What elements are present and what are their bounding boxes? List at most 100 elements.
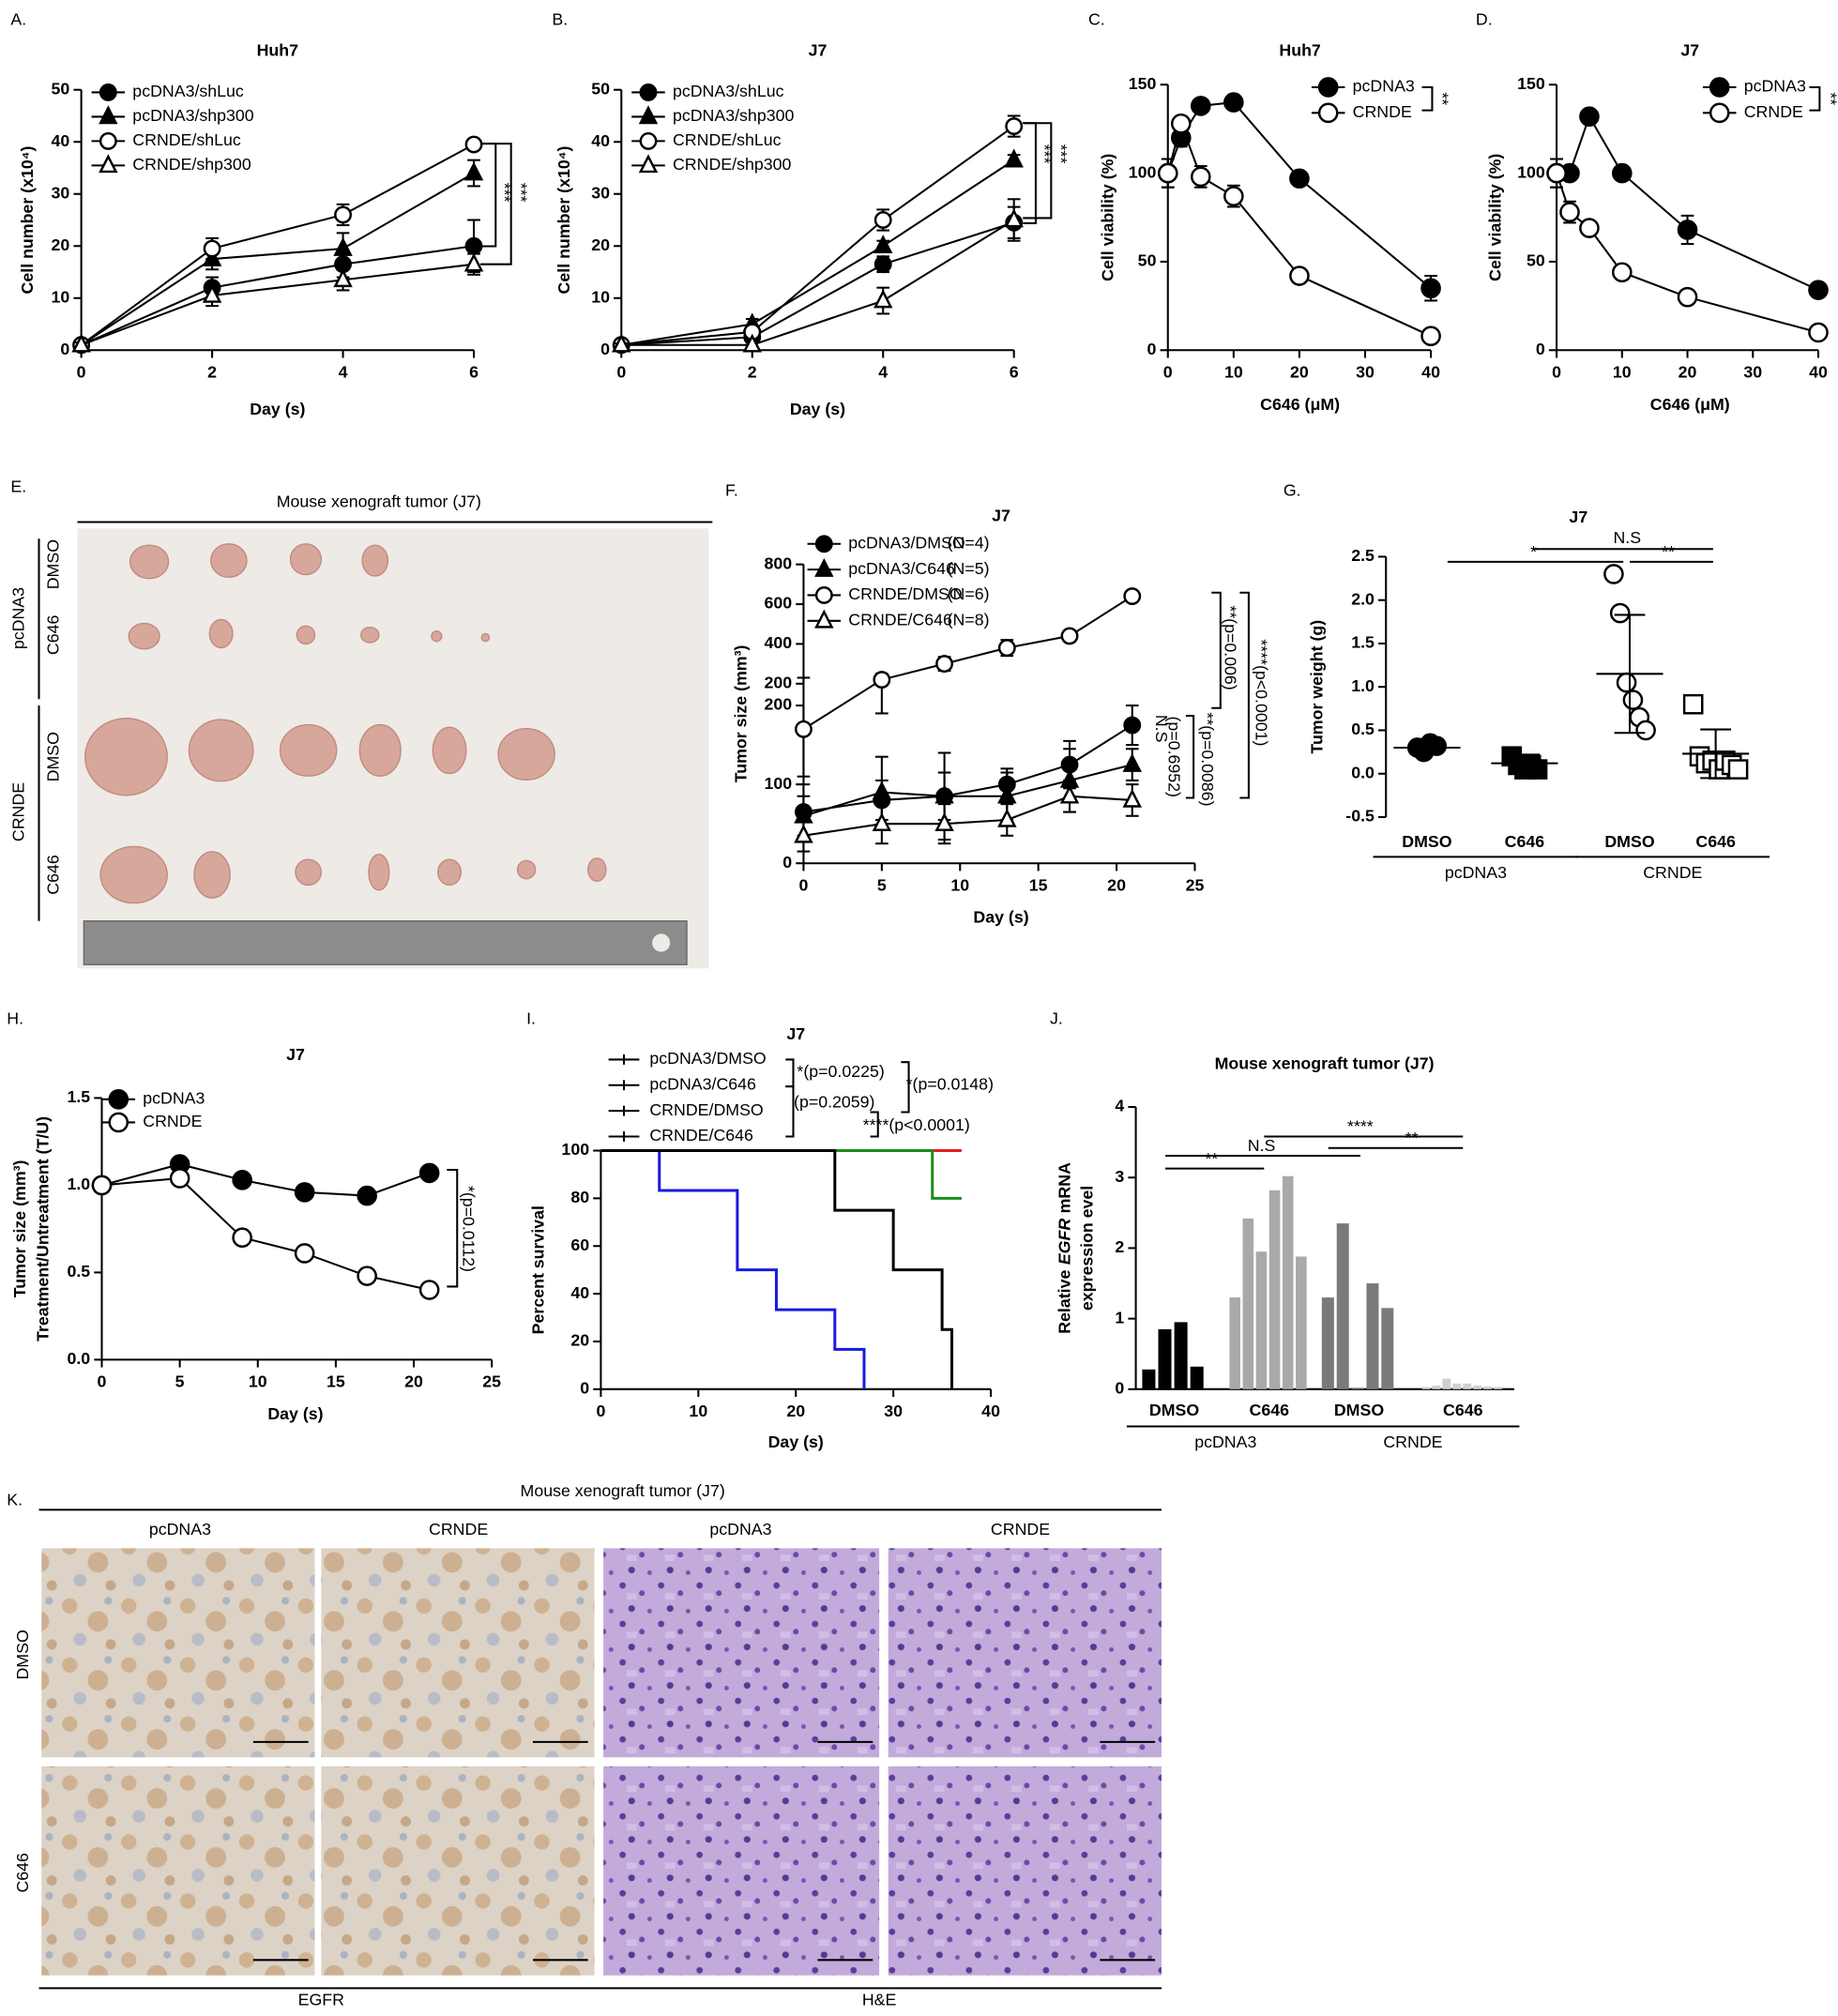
category-label: DMSO — [1604, 832, 1654, 851]
legend-marker — [1317, 102, 1339, 124]
y-tick-label: 0.0 — [67, 1349, 90, 1368]
x-tick-label: 25 — [1186, 876, 1205, 895]
legend-label: CRNDE/shp300 — [132, 155, 251, 174]
series-line — [81, 245, 475, 346]
data-point — [1289, 168, 1310, 189]
y-axis-label: Percent survival — [528, 1205, 547, 1334]
data-point — [934, 812, 954, 831]
chart-title: J7 — [809, 40, 828, 59]
y-axis-label-part: mRNA — [1055, 1162, 1073, 1213]
category-label: DMSO — [1334, 1401, 1384, 1419]
panel-label: B. — [552, 10, 568, 29]
legend-label: CRNDE/shLuc — [673, 130, 782, 149]
annotation: ** — [1662, 542, 1675, 561]
micrograph — [603, 1766, 880, 1976]
y-tick-label: 10 — [591, 287, 610, 306]
data-point — [997, 808, 1017, 827]
y-tick-label: 1.5 — [1351, 633, 1375, 652]
data-point — [202, 283, 222, 303]
bar — [1190, 1366, 1204, 1389]
data-point — [71, 333, 91, 353]
data-point — [1677, 220, 1698, 240]
legend-label: pcDNA3/C646 — [649, 1074, 756, 1093]
y-tick-label: 1.0 — [1351, 676, 1375, 695]
data-point — [1191, 96, 1211, 116]
data-point — [612, 333, 631, 353]
y-axis-label: Cell number (x10⁴) — [18, 145, 37, 294]
data-point — [464, 236, 483, 255]
column-label: CRNDE — [429, 1520, 488, 1539]
bar — [1229, 1297, 1240, 1389]
x-tick-label: 0 — [1163, 363, 1173, 382]
series-line — [621, 219, 1015, 346]
y-tick-label: 100 — [764, 774, 792, 793]
data-point — [1420, 326, 1441, 346]
data-point — [232, 1170, 252, 1190]
panel-label: A. — [10, 10, 26, 29]
panel-label: H. — [7, 1009, 23, 1028]
column-label: pcDNA3 — [709, 1520, 771, 1539]
data-point — [1289, 265, 1310, 286]
annotation: *** — [1052, 144, 1071, 164]
legend-marker — [99, 105, 118, 125]
data-point — [1123, 587, 1142, 605]
x-tick-label: 5 — [175, 1372, 185, 1391]
legend-label: pcDNA3 — [143, 1089, 205, 1108]
y-tick-label: 30 — [591, 183, 610, 202]
bar — [1282, 1175, 1294, 1389]
significance-bracket — [901, 1061, 910, 1114]
legend-label: CRNDE/DMSO — [649, 1100, 763, 1119]
y-tick-label: 2 — [1115, 1237, 1124, 1256]
panel-label: K. — [7, 1490, 23, 1508]
data-point — [1603, 564, 1624, 584]
y-tick-label: 2.0 — [1351, 589, 1375, 608]
micrograph — [603, 1548, 880, 1758]
legend-label: pcDNA3/shLuc — [673, 82, 784, 100]
x-tick-label: 0 — [77, 363, 86, 382]
significance-bracket — [1023, 122, 1037, 224]
y-tick-label: 80 — [570, 1188, 589, 1206]
data-point — [333, 268, 353, 288]
treatment-label: C646 — [44, 614, 63, 655]
bar — [1268, 1190, 1281, 1389]
column-label: CRNDE — [991, 1520, 1050, 1539]
series-line — [803, 795, 1132, 837]
x-tick-label: 0 — [1552, 363, 1561, 382]
x-tick-label: 0 — [798, 876, 808, 895]
y-tick-label: 20 — [570, 1331, 589, 1350]
legend-note: (N=5) — [948, 559, 990, 578]
series-line — [1556, 173, 1819, 334]
bar — [1494, 1387, 1503, 1389]
annotation: * — [1530, 542, 1537, 561]
y-tick-label: 40 — [570, 1283, 589, 1302]
data-point — [873, 255, 892, 274]
data-point — [997, 639, 1016, 658]
y-tick-label: 2.5 — [1351, 546, 1375, 565]
data-point — [742, 333, 762, 353]
data-point — [1223, 92, 1244, 113]
legend-label: pcDNA3/shp300 — [673, 106, 794, 125]
data-point — [91, 1175, 113, 1196]
chart-title: J7 — [1680, 40, 1699, 59]
y-tick-label: 0.5 — [67, 1262, 90, 1281]
bar — [1442, 1378, 1451, 1389]
x-tick-label: 40 — [1809, 363, 1828, 382]
legend-marker — [814, 586, 833, 604]
legend-marker — [99, 154, 118, 174]
y-tick-label: 50 — [1527, 251, 1545, 270]
chart-title: J7 — [992, 507, 1010, 525]
significance-bracket — [870, 1111, 879, 1138]
annotation: ****(p<0.0001) — [1253, 639, 1271, 746]
x-tick-label: 20 — [1107, 876, 1126, 895]
bar — [1473, 1386, 1482, 1389]
tumors — [84, 543, 607, 904]
legend-label: pcDNA3/DMSO — [848, 533, 965, 552]
data-point — [1060, 627, 1079, 645]
y-tick-label: 4 — [1115, 1097, 1124, 1115]
x-tick-label: 30 — [1356, 363, 1375, 382]
x-tick-label: 40 — [1421, 363, 1440, 382]
y-axis-label: Treatment/Untreatment (T/U) — [34, 1116, 53, 1341]
legend-marker — [108, 1089, 129, 1110]
data-point — [463, 161, 484, 181]
